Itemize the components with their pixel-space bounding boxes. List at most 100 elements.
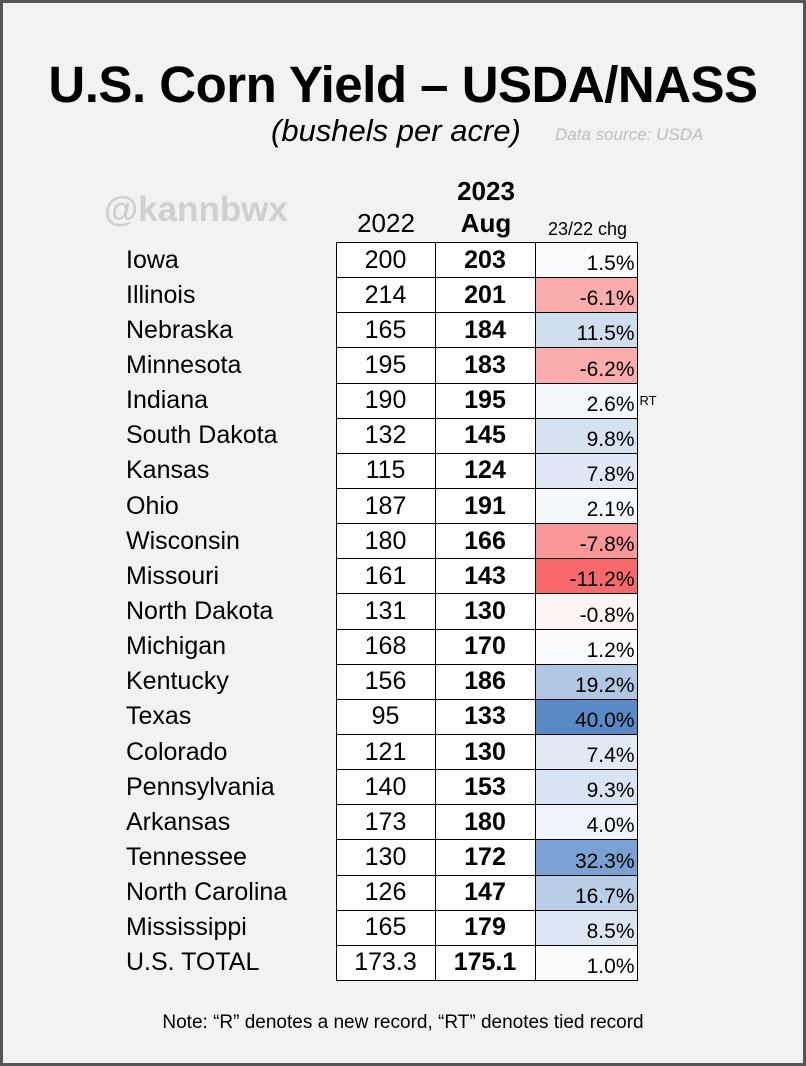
chart-subtitle: (bushels per acre) <box>271 113 521 148</box>
data-source: Data source: USDA <box>555 125 704 144</box>
yield-2023-cell: 179 <box>434 909 536 946</box>
watermark: @kannbwx <box>104 190 288 229</box>
change-cell: 2.6% <box>534 382 638 419</box>
yield-2023-cell: 184 <box>434 312 536 349</box>
state-cell: Mississippi <box>126 913 247 942</box>
record-flag <box>637 594 684 629</box>
table-row: Indiana 190 195 2.6% RT <box>124 382 684 419</box>
yield-2022-cell: 132 <box>335 417 436 454</box>
state-cell: Indiana <box>126 386 209 415</box>
change-cell: 40.0% <box>534 698 638 735</box>
state-cell: Arkansas <box>126 807 231 836</box>
yield-2022-cell: 180 <box>335 523 436 560</box>
change-cell: -0.8% <box>534 593 638 630</box>
change-cell: -7.8% <box>534 523 638 560</box>
table-row: Tennessee 130 172 32.3% <box>124 839 684 876</box>
yield-2022-cell: 161 <box>335 558 436 595</box>
table-row: North Carolina 126 147 16.7% <box>124 874 684 911</box>
record-flag <box>637 840 684 875</box>
yield-2022-cell: 168 <box>335 628 436 665</box>
table-row: Kansas 115 124 7.8% <box>124 452 684 489</box>
record-flag <box>637 453 684 488</box>
record-flag <box>637 278 684 313</box>
yield-2022-cell: 173 <box>335 804 436 841</box>
change-cell: -6.1% <box>534 277 638 314</box>
table-row: Missouri 161 143 -11.2% <box>124 558 684 595</box>
record-flag <box>637 313 684 348</box>
change-cell: 32.3% <box>534 839 638 876</box>
yield-2023-cell: 130 <box>434 733 536 771</box>
state-cell: Minnesota <box>126 350 242 379</box>
state-cell: Missouri <box>126 561 220 590</box>
record-flag <box>637 699 684 734</box>
yield-2023-cell: 170 <box>434 628 536 665</box>
change-cell: 8.5% <box>534 909 638 946</box>
change-cell: 16.7% <box>534 874 638 911</box>
yield-2022-cell: 187 <box>335 487 436 525</box>
table-row: Ohio 187 191 2.1% <box>124 487 684 525</box>
footnote: Note: “R” denotes a new record, “RT” den… <box>162 1012 644 1033</box>
record-flag: RT <box>639 393 657 409</box>
state-cell: Wisconsin <box>126 526 240 555</box>
header-2023-month: Aug <box>460 208 512 238</box>
change-cell: 7.4% <box>534 733 638 771</box>
change-cell: -11.2% <box>534 558 638 595</box>
table-row: North Dakota 131 130 -0.8% <box>124 593 684 630</box>
state-cell: Michigan <box>126 632 227 661</box>
yield-2023-cell: 195 <box>434 382 536 419</box>
yield-2023-cell: 180 <box>434 804 536 841</box>
yield-2022-cell: 214 <box>335 277 436 314</box>
yield-2023-cell: 130 <box>434 593 536 630</box>
yield-2022-cell: 126 <box>335 874 436 911</box>
yield-table: Iowa 200 203 1.5% Illinois 214 201 -6.1% Nebrask… <box>124 241 684 981</box>
yield-2023-cell: 186 <box>434 663 536 700</box>
record-flag <box>637 875 684 910</box>
change-cell: 9.3% <box>534 769 638 806</box>
record-flag <box>637 734 684 769</box>
table-row: Minnesota 195 183 -6.2% <box>124 347 684 384</box>
table-row: Michigan 168 170 1.2% <box>124 628 684 665</box>
record-flag <box>637 524 684 559</box>
yield-2022-cell: 173.3 <box>335 944 436 981</box>
yield-2023-cell: 166 <box>434 523 536 560</box>
yield-2023-cell: 153 <box>434 769 536 806</box>
record-flag <box>637 488 684 523</box>
header-change: 23/22 chg <box>547 219 628 239</box>
table-row: Arkansas 173 180 4.0% <box>124 804 684 841</box>
change-cell: 1.5% <box>534 241 638 279</box>
table-row: Texas 95 133 40.0% <box>124 698 684 735</box>
yield-2022-cell: 115 <box>335 452 436 489</box>
yield-2022-cell: 131 <box>335 593 436 630</box>
record-flag <box>637 805 684 840</box>
yield-2023-cell: 124 <box>434 452 536 489</box>
record-flag <box>637 910 684 945</box>
table-row: Kentucky 156 186 19.2% <box>124 663 684 700</box>
table-row: Pennsylvania 140 153 9.3% <box>124 769 684 806</box>
state-cell: U.S. TOTAL <box>126 948 260 977</box>
state-cell: Iowa <box>126 245 179 274</box>
change-cell: -6.2% <box>534 347 638 384</box>
change-cell: 1.0% <box>534 944 638 981</box>
change-cell: 11.5% <box>534 312 638 349</box>
state-cell: North Dakota <box>126 596 274 625</box>
state-cell: Pennsylvania <box>126 772 275 801</box>
table-row: Illinois 214 201 -6.1% <box>124 277 684 314</box>
yield-2023-cell: 183 <box>434 347 536 384</box>
state-cell: Colorado <box>126 737 228 766</box>
yield-2022-cell: 156 <box>335 663 436 700</box>
change-cell: 19.2% <box>534 663 638 700</box>
yield-2023-cell: 201 <box>434 277 536 314</box>
yield-2023-cell: 133 <box>434 698 536 735</box>
change-cell: 1.2% <box>534 628 638 665</box>
record-flag <box>637 629 684 664</box>
state-cell: Tennessee <box>126 842 247 871</box>
record-flag <box>637 664 684 699</box>
change-cell: 7.8% <box>534 452 638 489</box>
table-row: U.S. TOTAL 173.3 175.1 1.0% <box>124 944 684 981</box>
state-cell: North Carolina <box>126 878 288 907</box>
record-flag <box>637 770 684 805</box>
table-row: Nebraska 165 184 11.5% <box>124 312 684 349</box>
record-flag <box>637 559 684 594</box>
table-row: South Dakota 132 145 9.8% <box>124 417 684 454</box>
state-cell: Texas <box>126 702 192 731</box>
